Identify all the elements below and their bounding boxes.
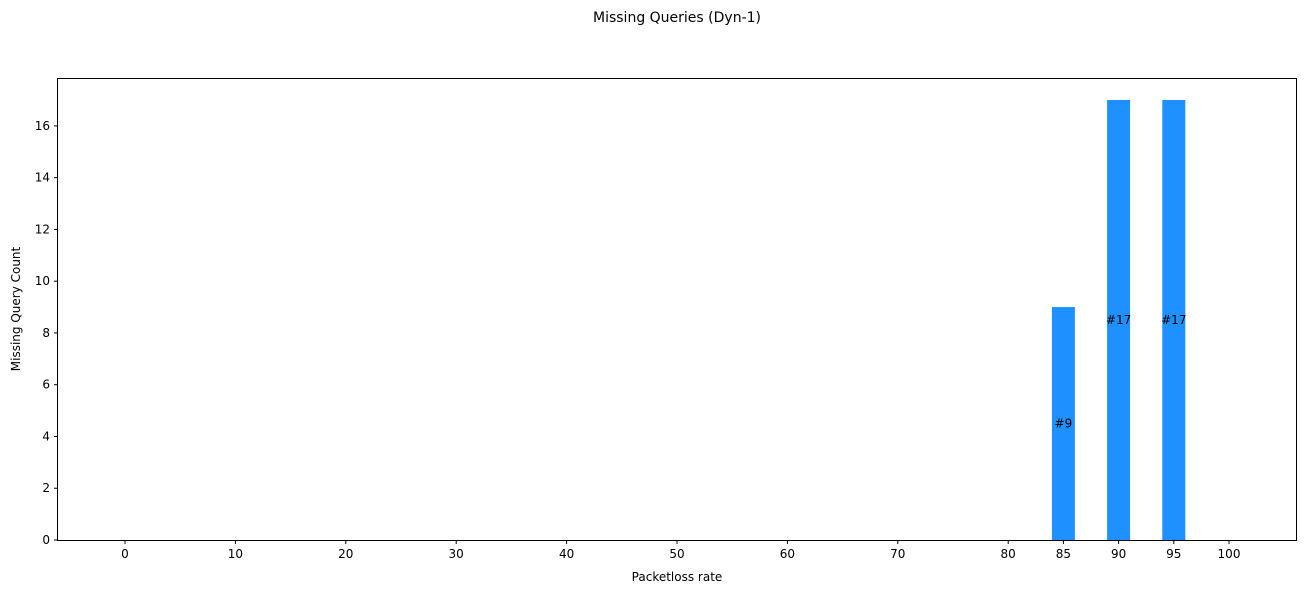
bar-label-95: #17 [1161, 313, 1186, 327]
bar-label-90: #17 [1106, 313, 1131, 327]
x-tick-label: 85 [1056, 547, 1071, 561]
y-tick-label: 10 [35, 274, 50, 288]
y-axis-label: Missing Query Count [9, 246, 23, 371]
x-tick-label: 80 [1001, 547, 1016, 561]
x-tick-label: 40 [559, 547, 574, 561]
x-tick-label: 60 [780, 547, 795, 561]
x-tick-label: 70 [890, 547, 905, 561]
y-axis: 0 2 4 6 8 10 12 14 16 [35, 119, 58, 547]
bars-group [1051, 100, 1186, 540]
y-tick-label: 14 [35, 171, 50, 185]
bar-95 [1162, 100, 1186, 540]
y-tick-label: 0 [42, 533, 50, 547]
y-tick-label: 16 [35, 119, 50, 133]
bar-85 [1051, 307, 1075, 540]
x-axis: 0 10 20 30 40 50 60 70 80 85 90 95 100 [121, 540, 1240, 561]
y-tick-label: 4 [42, 429, 50, 443]
bar-labels-group: #9 #17 #17 [1055, 313, 1187, 431]
x-tick-label: 30 [449, 547, 464, 561]
x-axis-label: Packetloss rate [632, 570, 723, 584]
chart-title: Missing Queries (Dyn-1) [593, 10, 761, 26]
x-tick-label: 0 [121, 547, 129, 561]
y-tick-label: 6 [42, 378, 50, 392]
x-tick-label: 50 [669, 547, 684, 561]
x-tick-label: 20 [338, 547, 353, 561]
x-tick-label: 95 [1166, 547, 1181, 561]
x-tick-label: 90 [1111, 547, 1126, 561]
x-tick-label: 100 [1218, 547, 1241, 561]
bar-label-85: #9 [1055, 417, 1073, 431]
y-tick-label: 8 [42, 326, 50, 340]
y-tick-label: 12 [35, 222, 50, 236]
bar-90 [1107, 100, 1131, 540]
x-tick-label: 10 [228, 547, 243, 561]
y-tick-label: 2 [42, 481, 50, 495]
